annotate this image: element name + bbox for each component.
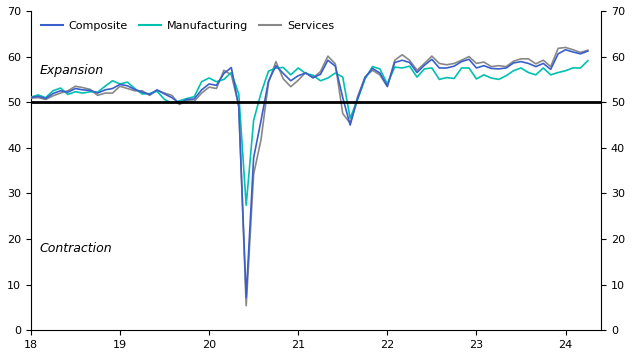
- Text: Expansion: Expansion: [40, 64, 104, 77]
- Legend: Composite, Manufacturing, Services: Composite, Manufacturing, Services: [37, 16, 338, 35]
- Text: Contraction: Contraction: [40, 242, 112, 255]
